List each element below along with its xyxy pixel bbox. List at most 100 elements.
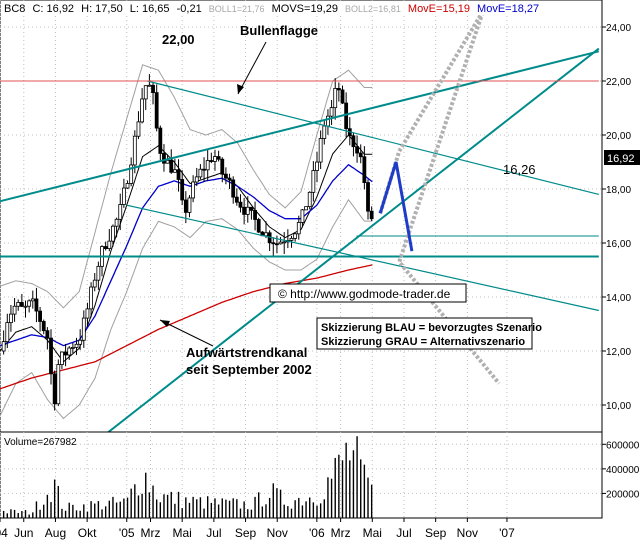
header-low: L: 16,65 <box>130 3 170 15</box>
volume-bars <box>2 436 373 518</box>
candle-body <box>23 305 28 308</box>
time-tick-label: Sep <box>425 526 447 540</box>
header-symbol: BC8 <box>4 3 25 15</box>
time-tick-label: Jun <box>14 526 33 540</box>
candle-body <box>245 206 250 215</box>
candle-body <box>172 169 177 173</box>
time-tick-label: Aug <box>45 526 66 540</box>
ema-long-line <box>0 264 373 390</box>
candle-body <box>56 364 61 405</box>
candle-body <box>165 160 170 164</box>
price-tick-label: 20,00 <box>606 131 631 142</box>
candle-body <box>169 160 174 173</box>
candle-body <box>278 241 283 245</box>
candle-body <box>158 127 163 154</box>
header-background <box>1 1 521 15</box>
candle-body <box>213 156 217 162</box>
header-boll2: BOLL2=16,81 <box>345 4 401 14</box>
time-tick-label: Nov <box>457 526 478 540</box>
time-axis: '04 Jun Aug Okt '05 Mrz Mai Jul Sep Nov '06 Mrz Mai J… <box>0 518 515 540</box>
price-tick-label: 24,00 <box>606 23 631 34</box>
time-tick-label: '07 <box>499 526 515 540</box>
candle-body <box>202 168 206 171</box>
candle-body <box>41 321 46 332</box>
candle-body <box>194 176 199 183</box>
candle-body <box>176 169 181 180</box>
flag-arrow-head <box>237 84 244 94</box>
volume-label: Volume=267982 <box>4 437 77 448</box>
time-tick-label: Mai <box>173 526 192 540</box>
time-tick-label: Mrz <box>331 526 351 540</box>
header-movs: MOVS=19,29 <box>272 3 338 15</box>
channel-label-line1: Aufwärtstrendkanal <box>186 345 307 360</box>
candle-body <box>191 181 196 199</box>
watermark-box <box>269 283 467 303</box>
candle-body <box>242 206 247 215</box>
time-tick-label: Sep <box>235 526 257 540</box>
candle-body <box>366 182 370 212</box>
candle-body <box>336 88 341 91</box>
scenario-legend-box <box>316 317 533 350</box>
candle-body <box>74 343 79 348</box>
candle-body <box>322 125 327 139</box>
candle-body <box>307 191 312 208</box>
header-boll1: BOLL1=21,76 <box>209 4 265 14</box>
candle-body <box>118 204 123 220</box>
time-tick-label: Jul <box>396 526 411 540</box>
candle-body <box>121 187 126 205</box>
candle-body <box>67 347 72 356</box>
candle-body <box>5 322 10 343</box>
candle-body <box>187 197 192 213</box>
candle-body <box>304 206 308 211</box>
candle-body <box>351 135 356 148</box>
candle-body <box>326 115 330 127</box>
candle-body <box>151 84 155 94</box>
candle-body <box>45 330 50 339</box>
candle-body <box>85 308 90 319</box>
candle-body <box>183 199 188 213</box>
candle-body <box>30 298 35 302</box>
candle-body <box>63 351 68 356</box>
price-tick-label: 14,00 <box>606 293 631 304</box>
candle-body <box>16 302 21 307</box>
candle-body <box>19 302 24 307</box>
price-tick-label: 22,00 <box>606 77 631 88</box>
header-move-short: MovE=18,27 <box>477 3 539 15</box>
candle-body <box>89 286 93 310</box>
trend-line-flag-upper <box>147 80 599 195</box>
flag-arrow-line <box>237 41 267 95</box>
volume-tick-label: 400000 <box>606 465 640 476</box>
bollinger-lower-line <box>0 198 373 420</box>
candle-body <box>70 347 75 349</box>
volume-tick-label: 200000 <box>606 489 640 500</box>
header-legend: BC8 C: 16,92 H: 17,50 L: 16,65 -0,21 BOL… <box>4 3 539 15</box>
bollinger-upper-line <box>0 64 373 309</box>
candle-body <box>311 170 316 193</box>
candle-body <box>253 209 257 220</box>
candle-body <box>107 240 112 249</box>
candle-body <box>162 153 166 164</box>
time-tick-label: Mrz <box>141 526 161 540</box>
last-price-text: 16,92 <box>607 153 635 165</box>
time-tick-label: Jul <box>206 526 221 540</box>
volume-axis: 200000 400000 600000 <box>602 440 640 500</box>
candle-body <box>358 152 363 158</box>
time-tick-label: Mai <box>363 526 382 540</box>
candle-body <box>216 156 221 160</box>
candle-body <box>231 179 236 198</box>
candle-body <box>329 107 334 117</box>
candle-body <box>143 85 148 100</box>
peak-label: 22,00 <box>162 32 195 47</box>
candle-body <box>355 146 359 154</box>
candle-body <box>180 179 185 201</box>
candle-body <box>340 89 345 104</box>
candle-body <box>275 243 279 246</box>
candle-body <box>227 177 232 181</box>
candle-body <box>140 98 145 123</box>
candle-body <box>103 246 108 249</box>
last-price-marker <box>604 150 640 165</box>
time-tick-label: Okt <box>78 526 97 540</box>
ema-short-line <box>0 163 373 347</box>
candle-body <box>296 222 301 235</box>
